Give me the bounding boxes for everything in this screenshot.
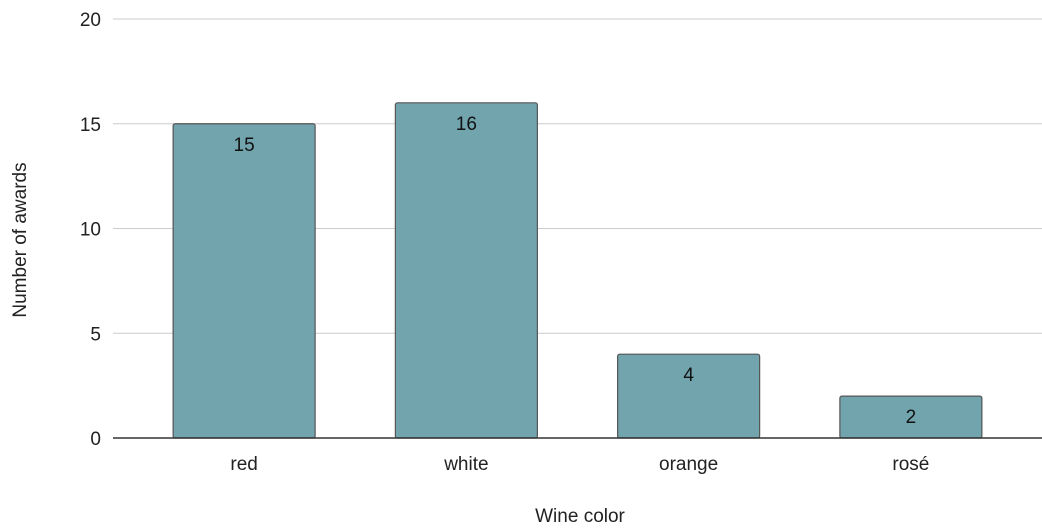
- data-labels: 15 16 4 2: [234, 114, 917, 428]
- data-label: 4: [683, 365, 694, 386]
- x-tick-label: rosé: [892, 454, 929, 475]
- y-tick-label: 0: [90, 429, 101, 450]
- y-axis-title: Number of awards: [10, 162, 31, 317]
- x-tick-label: red: [230, 454, 257, 475]
- y-axis-ticks: 0 5 10 15 20: [80, 10, 101, 450]
- x-axis-title: Wine color: [535, 506, 625, 527]
- y-tick-label: 15: [80, 115, 101, 136]
- data-label: 16: [456, 114, 477, 135]
- y-tick-label: 10: [80, 220, 101, 241]
- y-tick-label: 5: [90, 324, 101, 345]
- x-tick-label: white: [443, 454, 488, 475]
- bar: [172, 123, 316, 439]
- x-tick-label: orange: [659, 454, 718, 475]
- data-label: 2: [906, 407, 917, 428]
- data-label: 15: [234, 135, 255, 156]
- x-axis-categories: red white orange rosé: [230, 454, 929, 475]
- bars: [172, 102, 983, 439]
- y-tick-label: 20: [80, 10, 101, 31]
- bar: [394, 102, 538, 439]
